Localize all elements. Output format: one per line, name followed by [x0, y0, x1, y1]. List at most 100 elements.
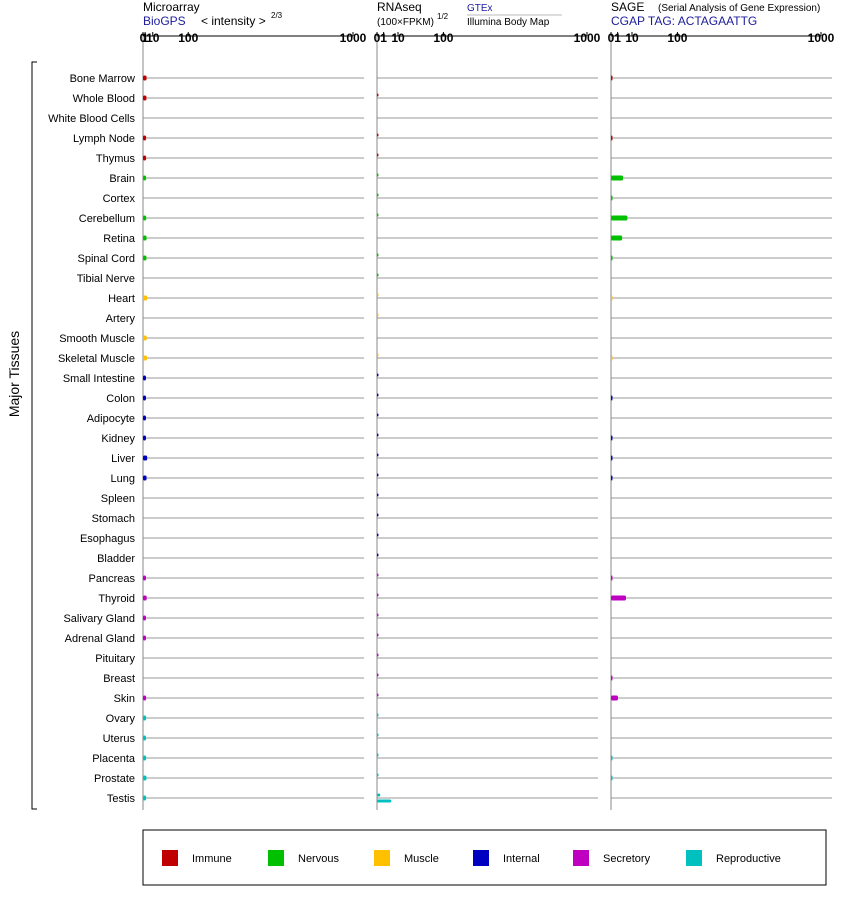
rnaseq-gtex-bar: [377, 353, 379, 357]
tissue-label: Spleen: [101, 493, 135, 505]
microarray-bar: [143, 755, 147, 761]
legend-label: Nervous: [298, 853, 339, 865]
tissue-label: Colon: [106, 393, 135, 405]
tissue-label: Bladder: [97, 553, 135, 565]
legend-swatch: [268, 850, 284, 866]
tissue-label: Cerebellum: [79, 213, 135, 225]
tissue-label: Stomach: [92, 513, 135, 525]
sage-bar: [611, 475, 613, 481]
x-tick-label: 100: [667, 31, 687, 45]
legend-label: Reproductive: [716, 853, 781, 865]
microarray-bar: [143, 715, 147, 721]
microarray-bar: [143, 235, 147, 241]
sage-bar: [611, 755, 613, 761]
microarray-bar: [143, 795, 147, 801]
tissue-label: Skin: [114, 693, 135, 705]
legend-box: [142, 829, 827, 886]
rnaseq-gtex-bar: [377, 453, 379, 457]
sage-bar: [611, 175, 624, 181]
rnaseq-gtex-bar: [377, 613, 379, 617]
x-tick-label: 1000: [574, 31, 601, 45]
rnaseq-gtex-bar: [377, 593, 379, 597]
microarray-title: Microarray: [143, 0, 200, 14]
tissue-label: Pituitary: [95, 653, 135, 665]
microarray-bar: [143, 595, 147, 601]
legend-swatch: [162, 850, 178, 866]
rnaseq-bodymap-bar: [377, 799, 392, 803]
x-tick-label: 1: [142, 31, 149, 45]
legend-label: Secretory: [603, 853, 651, 865]
microarray-bar: [143, 255, 147, 261]
tissue-label: Prostate: [94, 773, 135, 785]
sage-bar: [611, 195, 613, 201]
sage-bar: [611, 235, 623, 241]
tissue-label: Liver: [111, 453, 135, 465]
tissue-label: Retina: [103, 233, 136, 245]
rnaseq-gtex-bar: [377, 733, 379, 737]
rnaseq-title: RNAseq: [377, 0, 422, 14]
sage-bar: [611, 775, 613, 781]
tissue-label: Kidney: [101, 433, 135, 445]
tissue-label: Adrenal Gland: [65, 633, 135, 645]
microarray-bar: [143, 335, 147, 341]
rnaseq-gtex-bar: [377, 273, 379, 277]
tissue-label: Artery: [106, 313, 136, 325]
rnaseq-gtex-bar: [377, 153, 379, 157]
tissue-label: Whole Blood: [73, 93, 135, 105]
microarray-bar: [143, 775, 147, 781]
rnaseq-gtex-bar: [377, 753, 379, 757]
sage-bar: [611, 675, 613, 681]
y-axis-label: Major Tissues: [6, 331, 22, 417]
tissue-label: White Blood Cells: [48, 113, 135, 125]
microarray-bar: [143, 135, 147, 141]
x-tick-label: 100: [178, 31, 198, 45]
tissue-label: Spinal Cord: [78, 253, 135, 265]
tissue-label: Salivary Gland: [63, 613, 135, 625]
legend-label: Muscle: [404, 853, 439, 865]
x-tick-label: 10: [146, 31, 160, 45]
x-tick-label: 1: [614, 31, 621, 45]
microarray-bar: [143, 475, 147, 481]
legend-label: Internal: [503, 853, 540, 865]
rnaseq-gtex-bar: [377, 93, 379, 97]
tissue-label: Adipocyte: [87, 413, 135, 425]
microarray-bar: [143, 295, 148, 301]
microarray-bar: [143, 615, 146, 621]
rnaseq-gtex-bar: [377, 533, 379, 537]
rnaseq-gtex-bar: [377, 473, 379, 477]
tissue-label: Esophagus: [80, 533, 136, 545]
microarray-source: BioGPS: [143, 14, 186, 28]
rnaseq-source-illumina: Illumina Body Map: [467, 17, 550, 28]
legend-label: Immune: [192, 853, 232, 865]
rnaseq-gtex-bar: [377, 693, 379, 697]
x-tick-label: 0: [608, 31, 615, 45]
x-tick-label: 0: [374, 31, 381, 45]
y-axis-bracket: [31, 61, 37, 810]
rnaseq-gtex-bar: [377, 793, 381, 797]
sage-bar: [611, 75, 613, 81]
rnaseq-unit-exponent: 1/2: [437, 12, 449, 21]
tissue-label: Testis: [107, 793, 136, 805]
rnaseq-gtex-bar: [377, 573, 379, 577]
x-tick-label: 10: [391, 31, 405, 45]
sage-bar: [611, 255, 613, 261]
tissue-label: Skeletal Muscle: [58, 353, 135, 365]
tissue-label: Cortex: [103, 193, 136, 205]
tissue-label: Placenta: [92, 753, 136, 765]
sage-bar: [611, 215, 628, 221]
rnaseq-unit: (100×FPKM): [377, 17, 434, 28]
microarray-bar: [143, 575, 146, 581]
microarray-bar: [143, 635, 146, 641]
tissue-label: Thymus: [96, 153, 136, 165]
microarray-bar: [143, 95, 147, 101]
legend-swatch: [374, 850, 390, 866]
rnaseq-gtex-bar: [377, 193, 379, 197]
microarray-bar: [143, 415, 146, 421]
x-tick-label: 10: [625, 31, 639, 45]
rnaseq-gtex-bar: [377, 213, 379, 217]
x-tick-label: 100: [433, 31, 453, 45]
rnaseq-gtex-bar: [377, 553, 379, 557]
x-tick-label: 0: [140, 31, 147, 45]
rnaseq-gtex-bar: [377, 413, 379, 417]
